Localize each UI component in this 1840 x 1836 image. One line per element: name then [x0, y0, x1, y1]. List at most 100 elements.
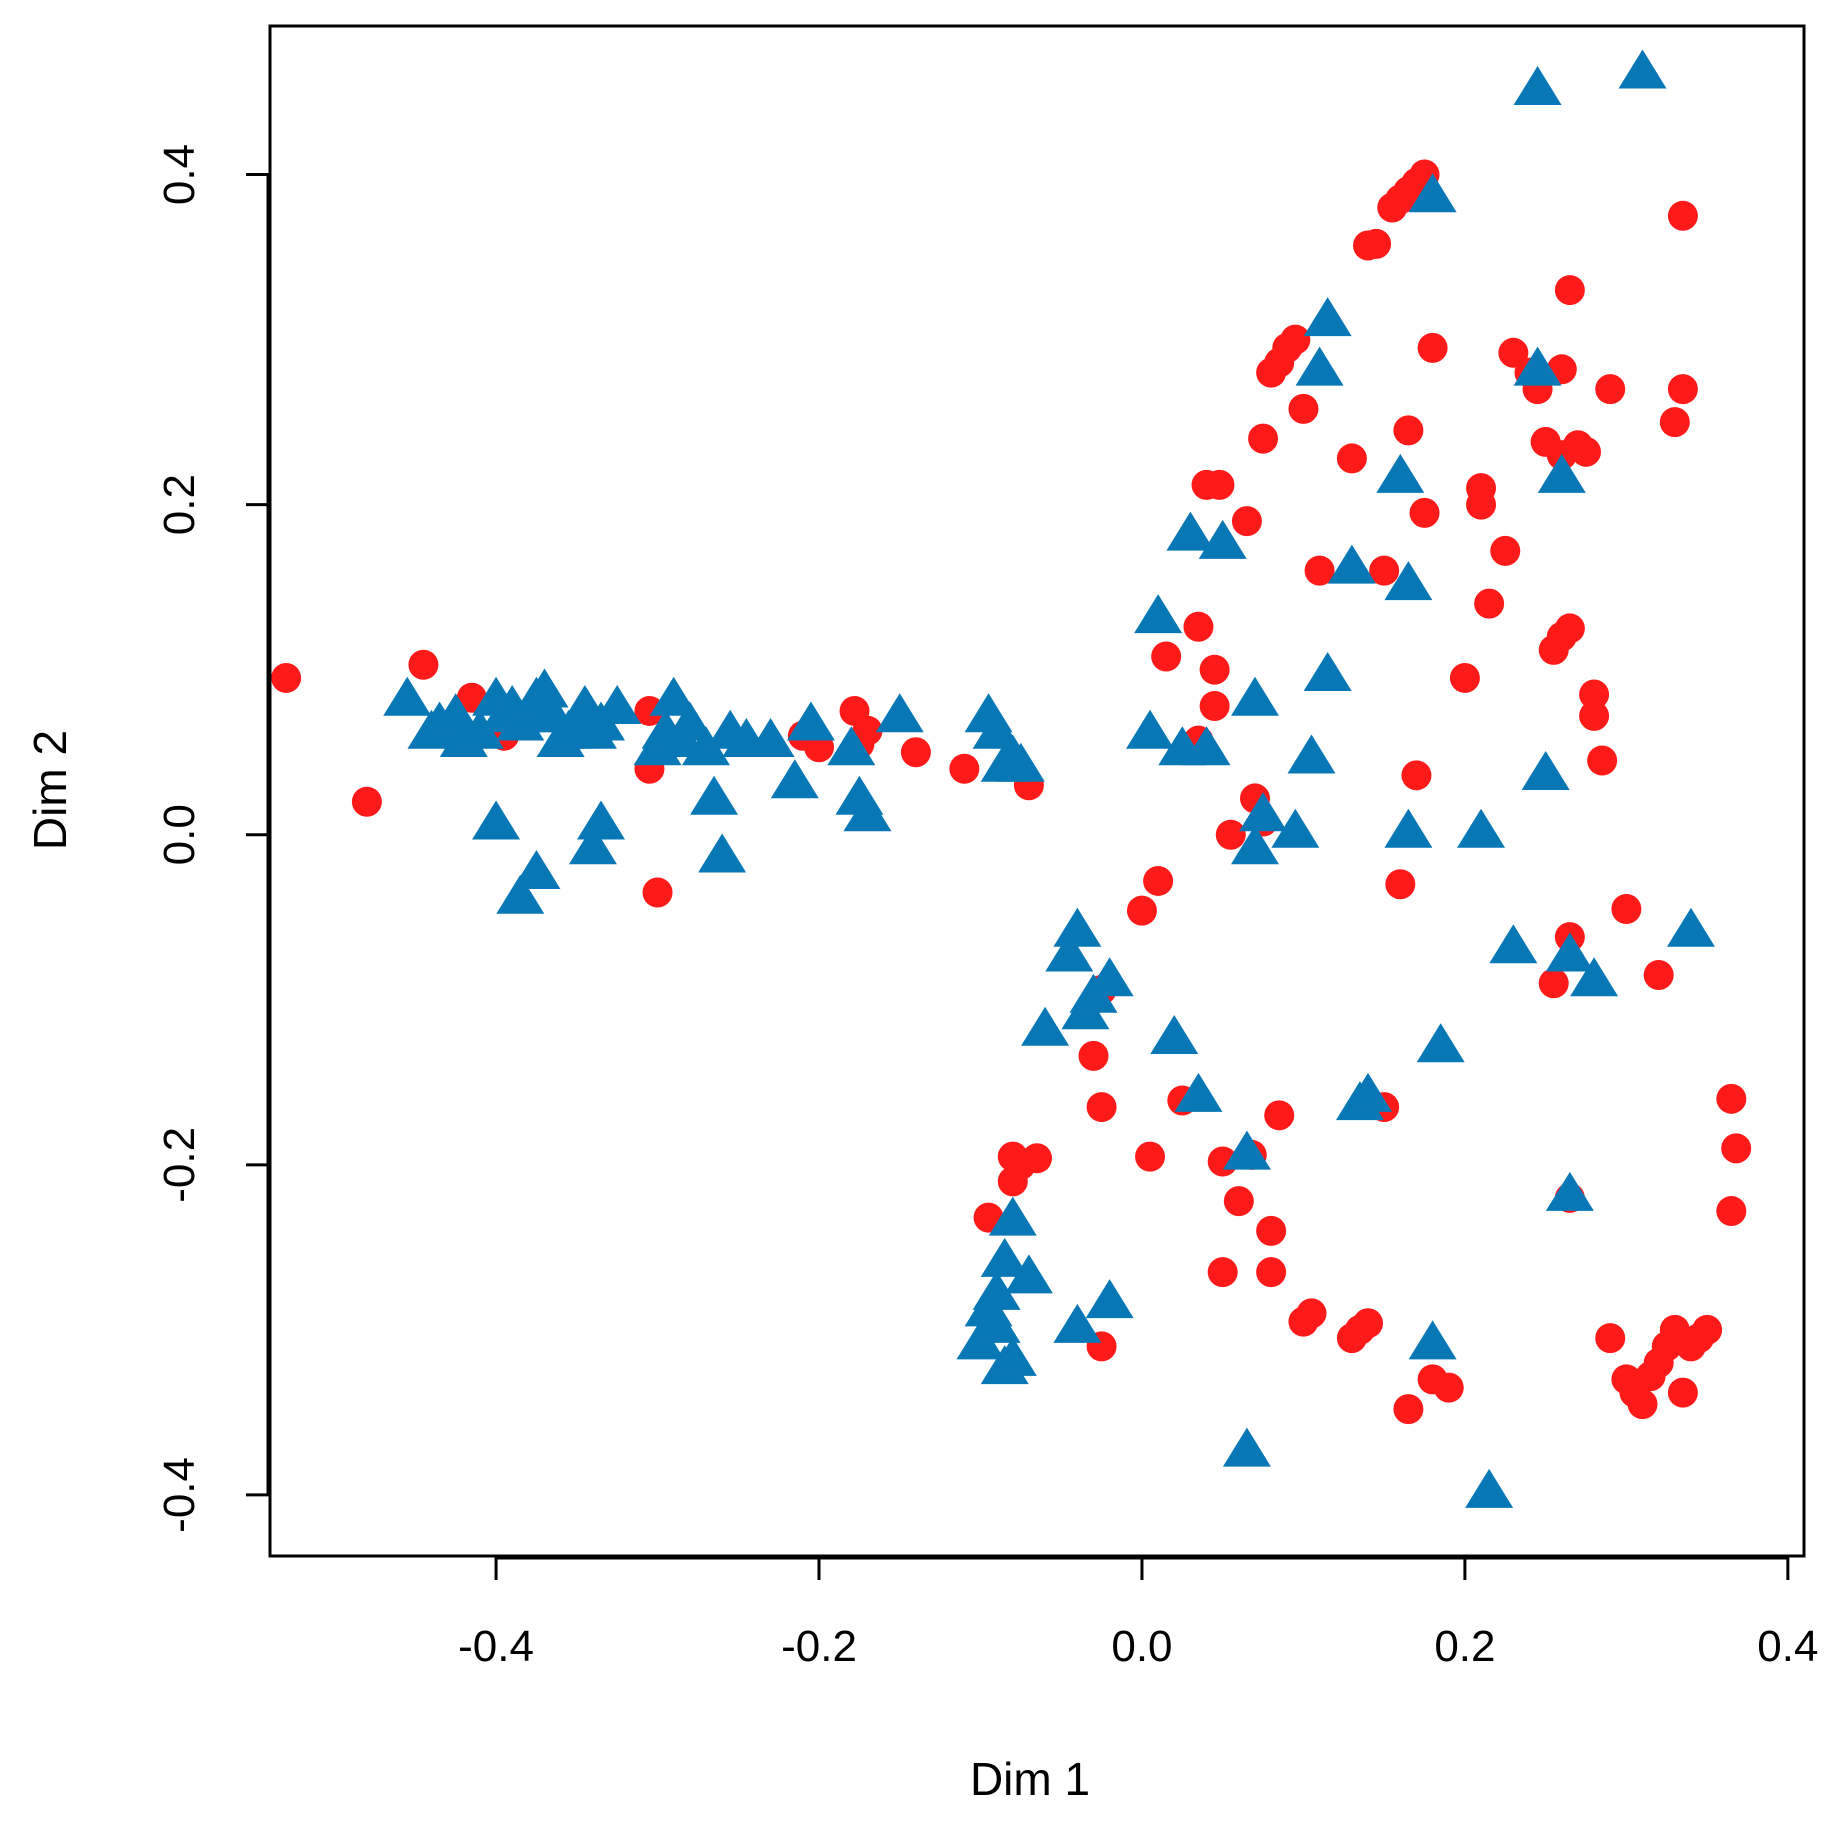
circle-point — [642, 877, 673, 908]
circle-point — [1183, 611, 1214, 642]
triangle-point — [698, 833, 747, 873]
triangle-point — [568, 825, 617, 865]
triangle-point — [1666, 907, 1715, 947]
circle-point — [1595, 374, 1626, 405]
triangle-point — [1513, 346, 1562, 386]
triangle-point — [1230, 825, 1279, 865]
triangle-point — [1457, 808, 1506, 848]
circle-point — [1716, 1083, 1747, 1114]
x-tick-label: -0.2 — [781, 1622, 857, 1671]
triangle-point — [593, 684, 642, 724]
x-axis-label: Dim 1 — [970, 1753, 1090, 1805]
triangle-point — [665, 701, 714, 741]
triangle-point — [843, 792, 892, 832]
circle-point — [1086, 1092, 1117, 1123]
circle-point — [351, 786, 382, 817]
triangle-point — [875, 693, 924, 733]
triangle-point — [1408, 1320, 1457, 1360]
circle-point — [1587, 745, 1618, 776]
circle-point — [1667, 200, 1698, 231]
triangle-point — [980, 1237, 1029, 1277]
circle-point — [1256, 1257, 1287, 1288]
y-tick-label: -0.2 — [155, 1127, 204, 1203]
circle-point — [1022, 1143, 1052, 1174]
triangle-point — [1230, 676, 1279, 716]
circle-point — [1151, 641, 1182, 672]
triangle-point — [1222, 1130, 1271, 1170]
triangle-point — [512, 850, 561, 889]
triangle-point — [1271, 808, 1320, 848]
triangle-point — [1150, 1015, 1199, 1055]
circle-point — [1126, 895, 1157, 926]
circle-point — [1627, 1389, 1658, 1420]
circle-point — [1433, 1372, 1464, 1403]
circle-point — [1336, 443, 1367, 474]
triangle-point — [520, 668, 569, 708]
circle-point — [1716, 1196, 1747, 1227]
y-tick-label: 0.4 — [155, 144, 204, 205]
triangle-point — [1384, 808, 1433, 848]
triangle-point — [972, 1303, 1021, 1343]
triangle-point — [681, 726, 730, 766]
triangle-point — [1344, 1072, 1393, 1112]
circle-point — [1571, 436, 1602, 467]
circle-point — [1579, 700, 1610, 731]
triangle-point — [1134, 594, 1183, 634]
circle-point — [1401, 760, 1432, 791]
triangle-point — [1045, 932, 1094, 972]
circle-point — [634, 695, 665, 726]
circle-point — [1288, 393, 1319, 424]
triangle-point — [1174, 1072, 1223, 1112]
triangle-point — [1489, 924, 1538, 964]
circle-point — [1280, 324, 1311, 355]
x-tick-label: 0.2 — [1434, 1622, 1495, 1671]
triangle-point — [1166, 511, 1215, 551]
triangle-point — [988, 1196, 1037, 1236]
circle-point — [1393, 415, 1424, 446]
triangle-point — [1295, 346, 1344, 386]
circle-point — [1409, 497, 1440, 528]
circle-point — [1135, 1141, 1166, 1172]
triangle-point — [1222, 1427, 1271, 1467]
circle-point — [1643, 960, 1674, 991]
circle-point — [1579, 679, 1610, 710]
triangle-point — [1545, 1171, 1594, 1211]
triangle-point — [690, 775, 739, 815]
circle-point — [1667, 1377, 1698, 1408]
circle-point — [900, 737, 931, 768]
circle-point — [997, 1141, 1028, 1172]
triangle-point — [786, 701, 835, 741]
circle-point — [1223, 1186, 1254, 1217]
circle-point — [1417, 332, 1448, 363]
triangle-point — [996, 742, 1045, 782]
circle-point — [1143, 865, 1174, 896]
circle-point — [1393, 1394, 1424, 1425]
circle-point — [1449, 662, 1480, 693]
triangle-point — [455, 709, 504, 749]
triangle-point — [827, 726, 876, 766]
x-tick-label: 0.4 — [1757, 1622, 1818, 1671]
triangle-point — [1198, 519, 1247, 559]
triangle-point — [1303, 297, 1352, 337]
triangle-point — [988, 1336, 1037, 1376]
circle-point — [1667, 374, 1698, 405]
circle-point — [1466, 489, 1497, 520]
series-triangle — [383, 49, 1715, 1508]
triangle-point — [1287, 734, 1336, 774]
y-axis-label: Dim 2 — [24, 730, 76, 850]
circle-point — [1078, 1040, 1109, 1071]
circle-point — [1538, 968, 1569, 999]
circle-point — [1554, 613, 1585, 644]
circle-point — [1199, 654, 1230, 685]
circle-point — [1248, 423, 1279, 454]
triangle-point — [1570, 957, 1619, 997]
triangle-point — [1327, 544, 1376, 584]
circle-point — [1204, 469, 1235, 500]
y-tick-label: 0.0 — [155, 804, 204, 865]
triangle-point — [577, 800, 626, 840]
triangle-point — [1085, 957, 1134, 997]
triangle-point — [1085, 1279, 1134, 1319]
circle-point — [1595, 1323, 1626, 1354]
y-tick-label: 0.2 — [155, 474, 204, 535]
